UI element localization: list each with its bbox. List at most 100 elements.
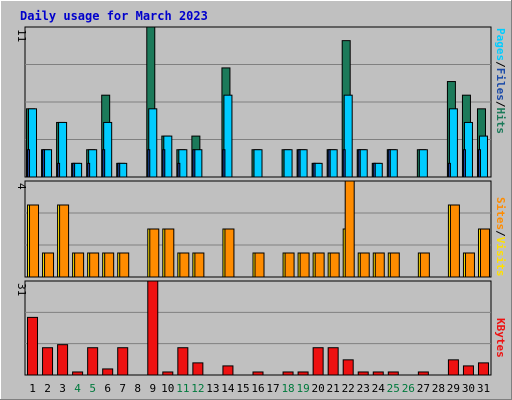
kbytes-bar xyxy=(222,365,234,376)
sites-bar xyxy=(464,252,475,278)
day-label: 20 xyxy=(312,382,325,395)
sites-bar xyxy=(389,252,400,278)
legend-entry: KBytes xyxy=(494,318,507,358)
legend-label: Pages/Files/Hits xyxy=(494,28,507,134)
day-label: 18 xyxy=(281,382,294,395)
files-bar xyxy=(162,149,166,178)
legend-entry: Sites xyxy=(494,197,507,230)
day-label: 14 xyxy=(221,382,235,395)
legend-entry: Hits xyxy=(494,108,507,135)
files-bar xyxy=(192,149,196,178)
day-label: 17 xyxy=(266,382,279,395)
sites-bar xyxy=(419,252,430,278)
day-label: 22 xyxy=(342,382,355,395)
sites-bar xyxy=(194,252,205,278)
sites-bar xyxy=(29,204,40,278)
hits-files-pages-panel: 11 Pages/Files/Hits xyxy=(15,26,507,178)
files-bar xyxy=(102,149,106,178)
kbytes-bar xyxy=(312,347,324,376)
sites-bar xyxy=(44,252,55,278)
pages-bar xyxy=(28,108,38,178)
files-bar xyxy=(57,162,61,178)
y-max-label: 11 xyxy=(15,29,28,42)
files-bar xyxy=(222,149,226,178)
day-label: 4 xyxy=(74,382,81,395)
kbytes-bar xyxy=(72,371,84,376)
day-label: 8 xyxy=(134,382,141,395)
sites-bar xyxy=(359,252,370,278)
kbytes-bar xyxy=(282,371,294,376)
kbytes-bar xyxy=(42,347,54,376)
files-bar xyxy=(462,149,466,178)
files-bar xyxy=(372,162,376,178)
legend-entry: Files xyxy=(494,68,507,101)
pages-bar xyxy=(343,94,353,178)
pages-bar xyxy=(283,149,293,178)
legend-separator: / xyxy=(494,61,507,68)
y-max-label: 31 xyxy=(15,283,28,296)
pages-bar xyxy=(148,108,158,178)
day-label: 11 xyxy=(176,382,189,395)
files-bar xyxy=(147,149,151,178)
files-bar xyxy=(177,162,181,178)
kbytes-bar xyxy=(387,371,399,376)
kbytes-bar xyxy=(462,365,474,376)
pages-bar xyxy=(223,94,233,178)
pages-bar xyxy=(418,149,428,178)
legend-label: KBytes xyxy=(494,318,507,358)
sites-bar xyxy=(149,228,160,278)
legend-label: Sites/Visits xyxy=(494,197,507,277)
files-bar xyxy=(297,149,301,178)
kbytes-bar xyxy=(192,362,204,376)
sites-bar xyxy=(314,252,325,278)
kbytes-bar xyxy=(162,371,174,376)
files-bar xyxy=(87,162,91,178)
day-label: 16 xyxy=(251,382,264,395)
pages-bar xyxy=(448,108,458,178)
sites-bar xyxy=(479,228,490,278)
files-bar xyxy=(357,149,361,178)
day-label: 23 xyxy=(357,382,370,395)
kbytes-bar xyxy=(327,347,339,376)
day-label: 6 xyxy=(104,382,111,395)
sites-bar xyxy=(164,228,175,278)
pages-bar xyxy=(253,149,263,178)
legend-separator: / xyxy=(494,101,507,108)
kbytes-bar xyxy=(252,371,264,376)
sites-bar xyxy=(179,252,190,278)
legend-entry: Visits xyxy=(494,237,507,277)
visits-sites-panel: 4 Sites/Visits xyxy=(15,180,507,278)
day-label: 15 xyxy=(236,382,249,395)
pages-bar xyxy=(58,121,68,178)
files-bar xyxy=(447,162,451,178)
kbytes-bar xyxy=(297,371,309,376)
day-label: 5 xyxy=(89,382,96,395)
kbytes-bar xyxy=(147,280,159,376)
kbytes-bar xyxy=(27,316,39,376)
sites-bar xyxy=(224,228,235,278)
files-bar xyxy=(312,162,316,178)
day-label: 29 xyxy=(447,382,460,395)
day-label: 12 xyxy=(191,382,204,395)
sites-bar xyxy=(89,252,100,278)
sites-bar xyxy=(254,252,265,278)
sites-bar xyxy=(329,252,340,278)
day-axis: 1 2 3 4 5 6 7 8 9 10 11 12 13 14 15 16 17 18 19 20 21 22 23 24 2… xyxy=(29,382,490,395)
files-bar xyxy=(72,162,76,178)
sites-bar xyxy=(104,252,115,278)
kbytes-bar xyxy=(447,359,459,376)
sites-bar xyxy=(299,252,310,278)
kbytes-bar xyxy=(177,347,189,376)
files-bar xyxy=(27,149,31,178)
day-label: 31 xyxy=(477,382,490,395)
files-bar xyxy=(387,149,391,178)
day-label: 27 xyxy=(417,382,430,395)
kbytes-bar xyxy=(117,347,129,376)
day-label: 25 xyxy=(387,382,400,395)
sites-bar xyxy=(374,252,385,278)
files-bar xyxy=(42,149,46,178)
day-label: 7 xyxy=(119,382,126,395)
day-label: 9 xyxy=(149,382,156,395)
plot-area xyxy=(24,280,492,376)
